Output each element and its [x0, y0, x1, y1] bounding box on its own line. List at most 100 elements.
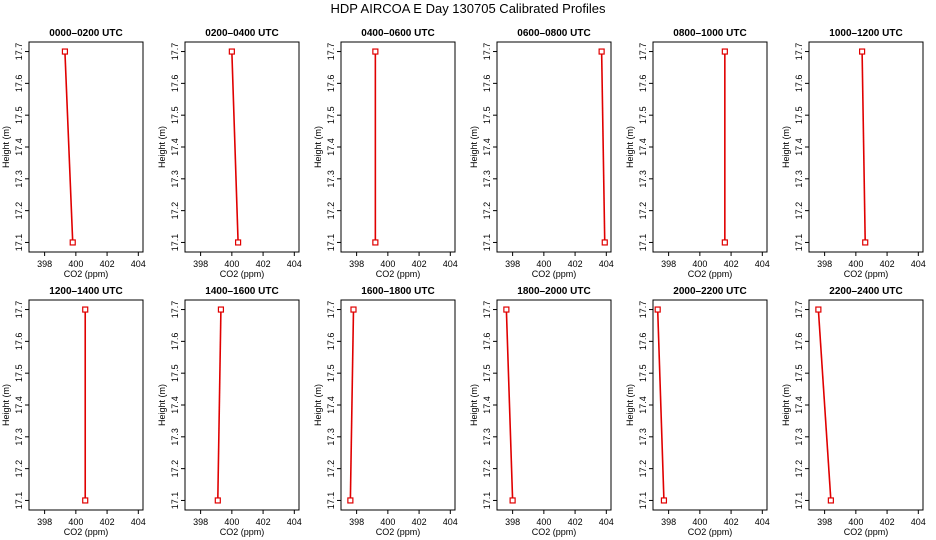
x-tick-label: 400 [380, 259, 395, 269]
x-tick-label: 404 [755, 517, 770, 527]
x-tick-label: 400 [224, 259, 239, 269]
x-tick-label: 398 [661, 517, 676, 527]
data-point [503, 306, 510, 313]
x-tick-label: 402 [880, 517, 895, 527]
profile-line [600, 51, 606, 243]
x-tick-label: 402 [412, 517, 427, 527]
y-tick-label: 17.4 [638, 396, 648, 414]
y-axis-label: Height (m) [313, 126, 323, 168]
y-tick-label: 17.1 [638, 492, 648, 510]
y-tick-label: 17.6 [482, 75, 492, 93]
x-tick-label: 398 [349, 259, 364, 269]
y-tick-label: 17.1 [326, 492, 336, 510]
profile-line [216, 309, 222, 501]
data-point [509, 497, 516, 504]
y-tick-label: 17.1 [170, 492, 180, 510]
y-tick-label: 17.3 [14, 428, 24, 446]
x-tick-label: 402 [100, 517, 115, 527]
data-point [234, 239, 242, 246]
x-tick-label: 404 [443, 259, 458, 269]
y-tick-label: 17.5 [482, 106, 492, 124]
y-tick-label: 17.7 [482, 301, 492, 319]
panel: 1200–1400 UTC 398 400 402 404 CO2 (ppm) 17.1 17… [1, 286, 146, 537]
y-tick-label: 17.7 [170, 301, 180, 319]
y-tick-label: 17.5 [482, 364, 492, 382]
y-tick-label: 17.5 [14, 106, 24, 124]
x-axis-label: CO2 (ppm) [532, 269, 577, 279]
data-point [721, 48, 728, 55]
y-tick-label: 17.4 [638, 138, 648, 156]
y-axis-label: Height (m) [1, 126, 11, 168]
x-tick-label: 400 [224, 517, 239, 527]
x-tick-label: 398 [505, 517, 520, 527]
y-tick-label: 17.1 [482, 234, 492, 252]
x-tick-label: 404 [755, 259, 770, 269]
plot-frame [28, 41, 144, 253]
x-tick-label: 400 [692, 259, 707, 269]
plot-frame [808, 299, 924, 511]
y-tick-label: 17.6 [14, 333, 24, 351]
y-tick-label: 17.6 [170, 333, 180, 351]
x-tick-label: 404 [131, 517, 146, 527]
y-tick-label: 17.1 [482, 492, 492, 510]
y-axis-label: Height (m) [469, 126, 479, 168]
y-tick-label: 17.2 [794, 460, 804, 478]
y-tick-label: 17.7 [326, 43, 336, 61]
panel-title: 1600–1800 UTC [361, 286, 434, 297]
plot-frame [184, 299, 300, 511]
x-axis-label: CO2 (ppm) [532, 527, 577, 537]
panel-title: 2000–2200 UTC [673, 286, 746, 297]
panel-title: 0200–0400 UTC [205, 28, 278, 39]
y-tick-label: 17.2 [14, 460, 24, 478]
panel: 2000–2200 UTC 398 400 402 404 CO2 (ppm) 17.1 17… [625, 286, 770, 537]
data-point [858, 48, 866, 55]
y-tick-label: 17.3 [638, 428, 648, 446]
y-tick-label: 17.2 [326, 460, 336, 478]
y-axis-label: Height (m) [157, 384, 167, 426]
plot-frame [184, 41, 300, 253]
y-axis-label: Height (m) [157, 126, 167, 168]
x-tick-label: 400 [68, 259, 83, 269]
plot-frame [496, 299, 612, 511]
x-tick-label: 398 [505, 259, 520, 269]
y-axis-label: Height (m) [1, 384, 11, 426]
panel: 0800–1000 UTC 398 400 402 404 CO2 (ppm) 17.1 17… [625, 28, 770, 279]
x-tick-label: 404 [911, 259, 926, 269]
x-axis-label: CO2 (ppm) [376, 527, 421, 537]
x-tick-label: 400 [692, 517, 707, 527]
panel-title: 0800–1000 UTC [673, 28, 746, 39]
data-point [347, 497, 354, 504]
y-axis-label: Height (m) [469, 384, 479, 426]
y-tick-label: 17.2 [326, 202, 336, 220]
y-tick-label: 17.1 [794, 492, 804, 510]
y-tick-label: 17.3 [326, 170, 336, 188]
y-tick-label: 17.6 [794, 333, 804, 351]
data-point [82, 306, 89, 313]
x-tick-label: 400 [848, 259, 863, 269]
y-tick-label: 17.7 [794, 301, 804, 319]
y-tick-label: 17.3 [482, 170, 492, 188]
data-point [827, 497, 834, 504]
y-tick-label: 17.3 [794, 428, 804, 446]
x-axis-label: CO2 (ppm) [844, 269, 889, 279]
y-tick-label: 17.7 [482, 43, 492, 61]
panel-title: 1200–1400 UTC [49, 286, 122, 297]
data-point [601, 239, 608, 246]
y-tick-label: 17.2 [170, 460, 180, 478]
y-tick-label: 17.3 [14, 170, 24, 188]
x-tick-label: 400 [380, 517, 395, 527]
x-tick-label: 402 [880, 259, 895, 269]
plot-frame [652, 299, 768, 511]
y-tick-label: 17.1 [14, 234, 24, 252]
y-tick-label: 17.5 [14, 364, 24, 382]
x-tick-label: 404 [287, 259, 302, 269]
profile-line [64, 51, 74, 243]
figure-title: HDP AIRCOA E Day 130705 Calibrated Profi… [330, 1, 606, 16]
data-point [598, 48, 605, 55]
panel: 2200–2400 UTC 398 400 402 404 CO2 (ppm) 17.1 17… [781, 286, 926, 537]
x-tick-label: 402 [256, 517, 271, 527]
y-tick-label: 17.4 [794, 138, 804, 156]
x-tick-label: 398 [349, 517, 364, 527]
x-tick-label: 400 [848, 517, 863, 527]
y-tick-label: 17.4 [326, 138, 336, 156]
